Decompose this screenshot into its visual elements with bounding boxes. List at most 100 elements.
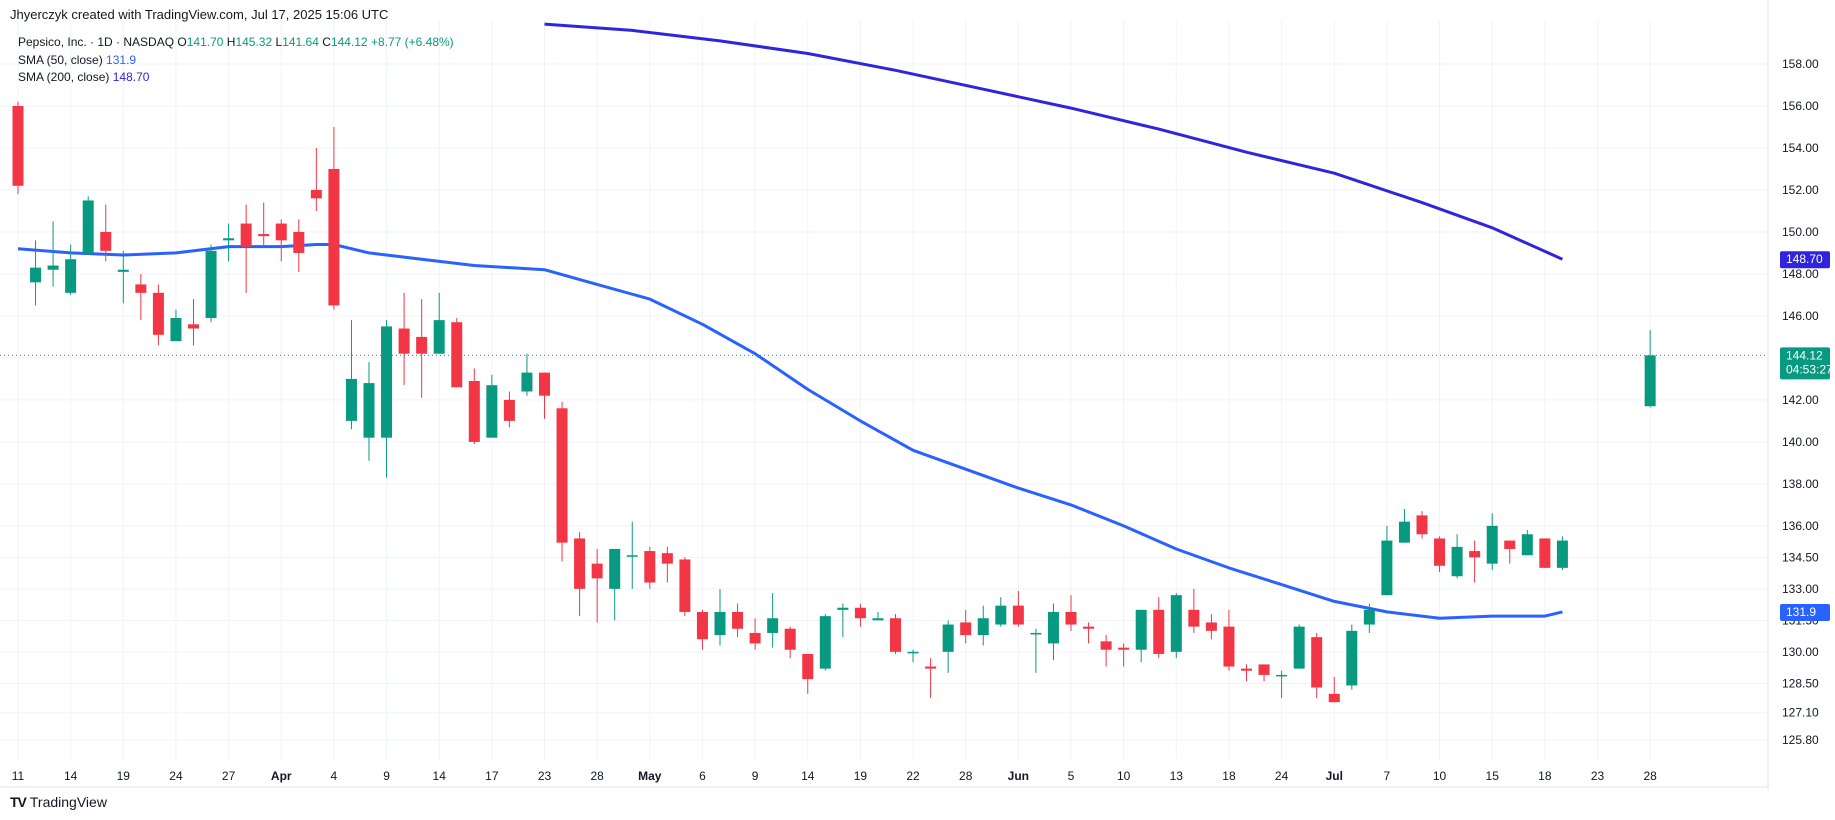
candle[interactable] xyxy=(1118,643,1130,667)
candle[interactable] xyxy=(486,374,498,438)
candle[interactable] xyxy=(626,521,638,589)
candle[interactable] xyxy=(942,620,954,673)
legend-symbol[interactable]: Pepsico, Inc. · 1D · NASDAQ xyxy=(18,35,175,49)
legend-main-row[interactable]: Pepsico, Inc. · 1D · NASDAQ O141.70 H145… xyxy=(18,34,454,52)
candles-layer[interactable] xyxy=(12,101,1656,703)
candle[interactable] xyxy=(12,101,24,195)
candle[interactable] xyxy=(1416,511,1428,539)
candle[interactable] xyxy=(416,299,428,398)
candle[interactable] xyxy=(644,546,656,589)
candle[interactable] xyxy=(679,557,691,617)
candle[interactable] xyxy=(1451,534,1463,579)
candle[interactable] xyxy=(1328,677,1340,703)
candle[interactable] xyxy=(363,362,375,461)
candle[interactable] xyxy=(784,626,796,659)
candle[interactable] xyxy=(240,204,252,293)
candle[interactable] xyxy=(1276,670,1288,699)
candle[interactable] xyxy=(1363,603,1375,633)
candle[interactable] xyxy=(117,250,129,304)
candle[interactable] xyxy=(1223,609,1235,671)
candle[interactable] xyxy=(1521,530,1533,556)
candle[interactable] xyxy=(65,244,77,295)
candle[interactable] xyxy=(1469,540,1481,583)
candle[interactable] xyxy=(275,219,287,262)
legend-sma50-label[interactable]: SMA (50, close) xyxy=(18,52,103,67)
candle[interactable] xyxy=(1012,590,1024,627)
candle[interactable] xyxy=(1504,540,1516,564)
candle[interactable] xyxy=(152,284,164,346)
candle[interactable] xyxy=(714,588,726,646)
candle[interactable] xyxy=(1153,597,1165,659)
candle[interactable] xyxy=(1398,509,1410,543)
candle[interactable] xyxy=(293,219,305,272)
candle[interactable] xyxy=(1241,664,1252,682)
candle[interactable] xyxy=(661,546,673,583)
candle[interactable] xyxy=(1258,664,1270,682)
candle[interactable] xyxy=(223,223,235,262)
candle[interactable] xyxy=(1644,330,1656,408)
candle[interactable] xyxy=(749,618,761,650)
candle[interactable] xyxy=(1205,614,1217,640)
candle[interactable] xyxy=(1047,603,1059,661)
candle[interactable] xyxy=(521,353,533,396)
candle[interactable] xyxy=(819,614,831,671)
candle[interactable] xyxy=(1556,536,1568,570)
candle[interactable] xyxy=(1083,622,1095,644)
candle[interactable] xyxy=(1188,588,1200,633)
candle[interactable] xyxy=(258,202,270,247)
candle[interactable] xyxy=(890,614,901,654)
tradingview-logo[interactable]: TV TradingView xyxy=(10,794,107,810)
candle[interactable] xyxy=(1346,624,1358,690)
legend-sma50-row[interactable]: SMA (50, close) 131.9 xyxy=(18,52,454,70)
candle[interactable] xyxy=(802,653,814,694)
candle[interactable] xyxy=(854,603,866,627)
candle[interactable] xyxy=(345,320,357,430)
candle[interactable] xyxy=(872,611,884,621)
time-axis[interactable]: 11 14 19 24 27 Apr 4 9 14 17 23 28 May 6 9 14 19 22 28 Jun 5… xyxy=(12,769,1657,783)
candle[interactable] xyxy=(1486,513,1498,570)
candle[interactable] xyxy=(995,597,1007,627)
candle[interactable] xyxy=(767,593,779,648)
candle[interactable] xyxy=(503,391,515,428)
candle[interactable] xyxy=(433,292,445,354)
candle[interactable] xyxy=(135,273,147,321)
candle[interactable] xyxy=(960,609,972,644)
candle[interactable] xyxy=(907,649,919,663)
candle[interactable] xyxy=(310,147,322,211)
candle[interactable] xyxy=(381,320,393,478)
candle[interactable] xyxy=(609,548,621,621)
price-axis[interactable]: 158.00 156.00 154.00 152.00 150.00 148.00 146.… xyxy=(1782,57,1819,747)
candle[interactable] xyxy=(100,204,112,262)
candle[interactable] xyxy=(82,196,94,256)
candle[interactable] xyxy=(696,609,708,650)
candle[interactable] xyxy=(398,292,410,386)
candle[interactable] xyxy=(1135,609,1147,663)
candle[interactable] xyxy=(170,309,182,342)
candle[interactable] xyxy=(1434,536,1446,573)
candle[interactable] xyxy=(539,372,550,419)
candle[interactable] xyxy=(925,658,937,699)
candle[interactable] xyxy=(556,402,568,562)
candle[interactable] xyxy=(1293,624,1305,669)
candle[interactable] xyxy=(837,603,849,638)
legend-sma200-row[interactable]: SMA (200, close) 148.70 xyxy=(18,69,454,87)
candle[interactable] xyxy=(1065,595,1077,631)
legend-sma200-label[interactable]: SMA (200, close) xyxy=(18,70,110,84)
candle[interactable] xyxy=(1030,628,1042,673)
candle[interactable] xyxy=(1311,632,1323,699)
candle[interactable] xyxy=(1381,525,1393,596)
candle[interactable] xyxy=(732,603,744,638)
candle[interactable] xyxy=(591,548,603,623)
candle[interactable] xyxy=(977,605,989,646)
candle[interactable] xyxy=(1539,538,1551,568)
candle[interactable] xyxy=(30,240,42,306)
candle[interactable] xyxy=(451,318,463,388)
candle[interactable] xyxy=(574,532,586,617)
candle[interactable] xyxy=(188,299,199,346)
candle[interactable] xyxy=(1170,593,1182,659)
candle[interactable] xyxy=(205,244,217,323)
candle[interactable] xyxy=(468,368,480,444)
candle[interactable] xyxy=(1100,635,1112,667)
candle[interactable] xyxy=(328,126,340,310)
